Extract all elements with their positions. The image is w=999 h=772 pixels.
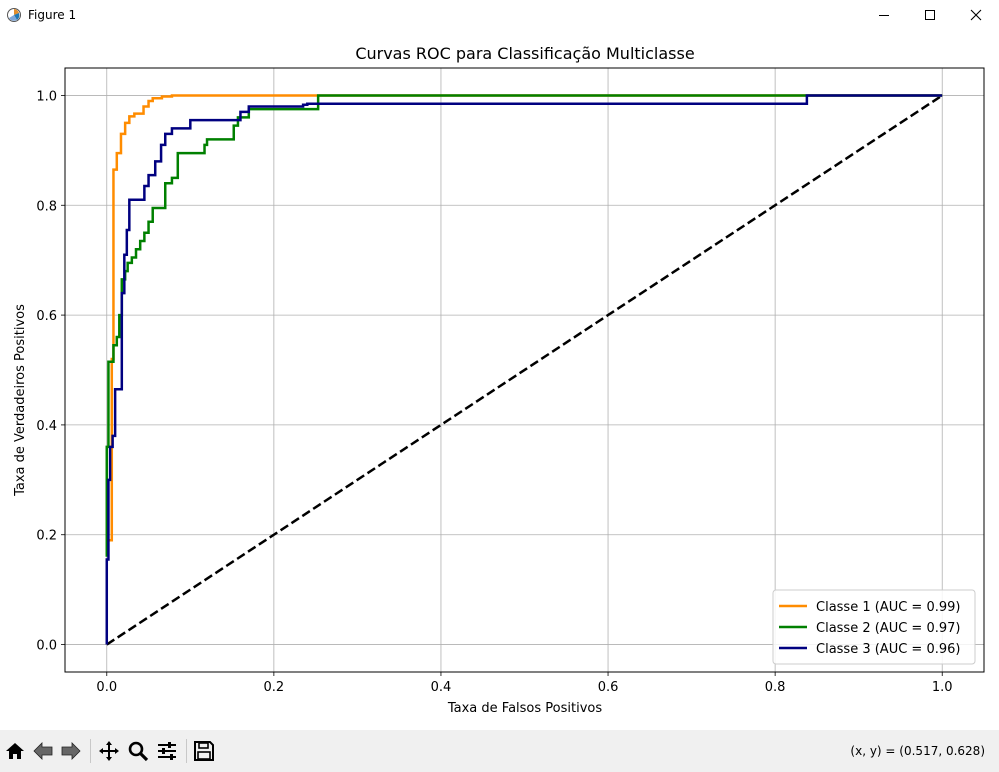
x-tick-label: 0.2	[264, 680, 285, 695]
back-arrow-icon	[33, 742, 53, 760]
legend-label: Classe 2 (AUC = 0.97)	[816, 621, 960, 636]
toolbar-separator	[90, 739, 91, 763]
legend-label: Classe 3 (AUC = 0.96)	[816, 642, 960, 657]
close-button[interactable]	[953, 0, 999, 30]
figure-canvas[interactable]: Curvas ROC para Classificação Multiclass…	[0, 30, 999, 730]
y-axis-label: Taxa de Verdadeiros Positivos	[13, 304, 28, 497]
home-icon	[6, 743, 24, 759]
minimize-button[interactable]	[861, 0, 907, 30]
y-tick-label: 0.6	[36, 309, 57, 324]
x-tick-label: 1.0	[932, 680, 953, 695]
save-icon	[194, 741, 214, 761]
x-tick-label: 0.4	[431, 680, 452, 695]
y-tick-label: 0.2	[36, 529, 57, 544]
y-tick-label: 1.0	[36, 89, 57, 104]
cursor-coordinates: (x, y) = (0.517, 0.628)	[850, 744, 985, 758]
window-title: Figure 1	[28, 8, 77, 22]
zoom-icon	[128, 741, 149, 762]
y-tick-label: 0.8	[36, 199, 57, 214]
navigation-toolbar: (x, y) = (0.517, 0.628)	[0, 730, 999, 772]
save-button[interactable]	[191, 738, 217, 764]
roc-curve-series-3	[105, 94, 943, 645]
legend: Classe 1 (AUC = 0.99) Classe 2 (AUC = 0.9…	[772, 589, 976, 665]
window-titlebar: Figure 1	[0, 0, 999, 30]
toolbar-separator	[186, 739, 187, 763]
y-tick-label: 0.0	[36, 639, 57, 654]
forward-button[interactable]	[58, 738, 84, 764]
roc-chart: Curvas ROC para Classificação Multiclass…	[13, 44, 985, 716]
maximize-icon	[925, 10, 935, 20]
configure-subplots-icon	[158, 742, 176, 760]
minimize-icon	[879, 15, 889, 16]
zoom-button[interactable]	[125, 738, 151, 764]
back-button[interactable]	[30, 738, 56, 764]
home-button[interactable]	[2, 738, 28, 764]
maximize-button[interactable]	[907, 0, 953, 30]
x-tick-label: 0.0	[96, 680, 117, 695]
legend-label: Classe 1 (AUC = 0.99)	[816, 600, 960, 615]
roc-curve-series-2	[105, 94, 943, 557]
pan-icon	[99, 741, 119, 761]
matplotlib-app-icon	[7, 8, 21, 22]
chance-diagonal-line	[106, 94, 943, 646]
close-icon	[970, 9, 982, 21]
configure-subplots-button[interactable]	[154, 738, 180, 764]
ticks: 0.0 0.2 0.4 0.6 0.8 1.0 0.0 0.2 0.4 0.6 0.8 1.0	[36, 89, 952, 695]
y-tick-label: 0.4	[36, 419, 57, 434]
x-tick-label: 0.6	[598, 680, 619, 695]
legend-box	[772, 589, 976, 665]
x-axis-label: Taxa de Falsos Positivos	[447, 701, 602, 716]
chart-title: Curvas ROC para Classificação Multiclass…	[355, 44, 694, 63]
axes-frame	[64, 67, 985, 673]
pan-button[interactable]	[96, 738, 122, 764]
forward-arrow-icon	[61, 742, 81, 760]
x-tick-label: 0.8	[765, 680, 786, 695]
series-lines	[105, 94, 943, 646]
roc-curve-series-1	[106, 94, 943, 542]
